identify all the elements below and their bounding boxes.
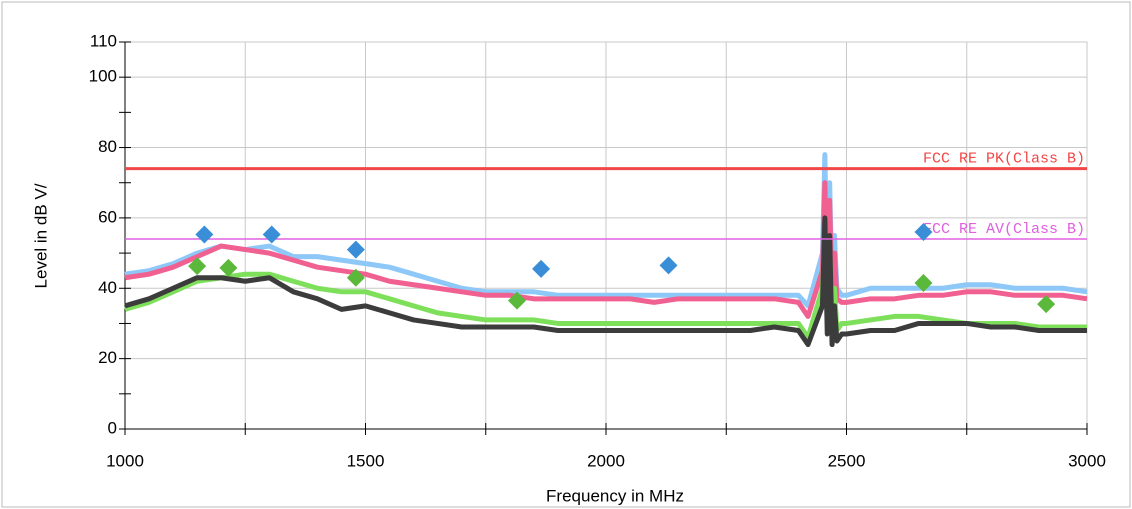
marker — [219, 258, 238, 277]
y-tick-label: 80 — [98, 137, 117, 156]
y-tick-label: 100 — [89, 67, 117, 86]
marker — [532, 259, 551, 278]
x-axis-label: Frequency in MHz — [546, 486, 684, 505]
marker — [914, 273, 933, 292]
x-tick-label: 3000 — [1068, 451, 1106, 470]
y-tick-label: 60 — [98, 207, 117, 226]
y-axis-label: Level in dB V/ — [31, 183, 50, 288]
x-tick-label: 1000 — [106, 451, 144, 470]
marker — [262, 225, 281, 244]
marker — [346, 268, 365, 287]
x-tick-label: 1500 — [347, 451, 385, 470]
marker — [508, 291, 527, 310]
x-tick-label: 2500 — [828, 451, 866, 470]
y-tick-label: 110 — [90, 31, 117, 50]
trace — [124, 215, 1087, 348]
trace — [124, 180, 1088, 319]
marker — [1037, 295, 1056, 314]
marker — [188, 257, 207, 276]
y-tick-label: 0 — [108, 418, 117, 437]
limit-label: FCC RE AV(Class B) — [923, 221, 1085, 238]
trace — [124, 233, 1087, 341]
y-tick-label: 40 — [98, 278, 117, 297]
y-tick-label: 20 — [98, 348, 117, 367]
marker — [195, 225, 214, 244]
trace — [124, 152, 1088, 309]
marker — [914, 222, 933, 241]
marker — [659, 256, 678, 275]
limit-label: FCC RE PK(Class B) — [923, 151, 1085, 168]
x-tick-label: 2000 — [587, 451, 625, 470]
marker — [346, 240, 365, 259]
